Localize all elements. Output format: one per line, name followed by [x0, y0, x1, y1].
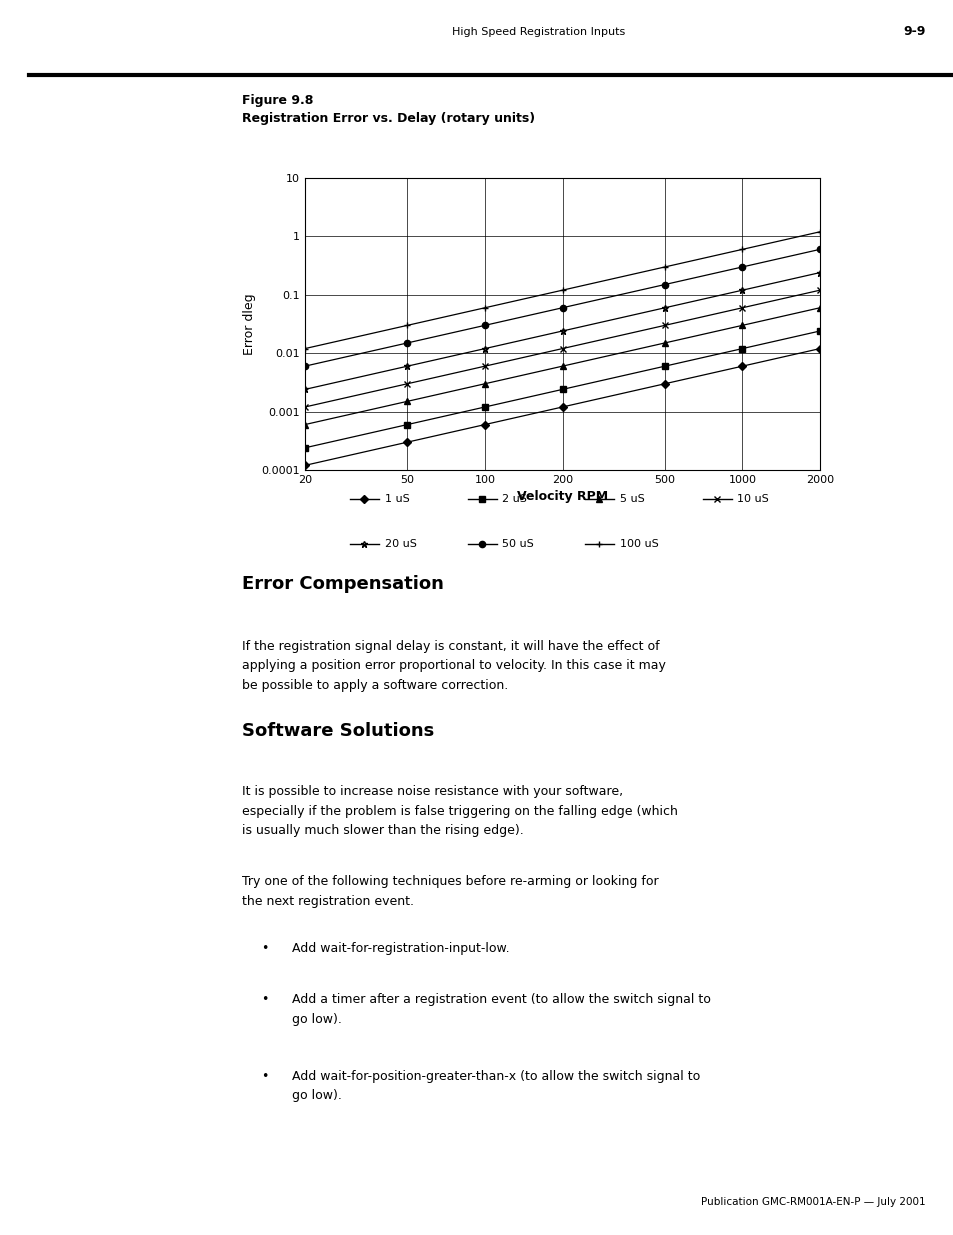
Text: Try one of the following techniques before re-arming or looking for
the next reg: Try one of the following techniques befo… — [242, 876, 659, 908]
Text: It is possible to increase noise resistance with your software,
especially if th: It is possible to increase noise resista… — [242, 785, 678, 837]
Text: •: • — [261, 942, 269, 955]
Text: Add wait-for-registration-input-low.: Add wait-for-registration-input-low. — [292, 942, 509, 955]
X-axis label: Velocity RPM: Velocity RPM — [517, 490, 607, 504]
Text: 50 uS: 50 uS — [501, 538, 534, 548]
Text: Add a timer after a registration event (to allow the switch signal to
go low).: Add a timer after a registration event (… — [292, 993, 710, 1025]
Text: 5 uS: 5 uS — [619, 494, 644, 504]
Text: Publication GMC-RM001A-EN-P — July 2001: Publication GMC-RM001A-EN-P — July 2001 — [700, 1197, 924, 1207]
Text: High Speed Registration Inputs: High Speed Registration Inputs — [452, 27, 625, 37]
Text: 100 uS: 100 uS — [619, 538, 658, 548]
Text: Registration Error vs. Delay (rotary units): Registration Error vs. Delay (rotary uni… — [242, 112, 535, 125]
Text: 20 uS: 20 uS — [384, 538, 416, 548]
Text: •: • — [261, 1070, 269, 1083]
Text: 10 uS: 10 uS — [737, 494, 768, 504]
Text: Add wait-for-position-greater-than-x (to allow the switch signal to
go low).: Add wait-for-position-greater-than-x (to… — [292, 1070, 700, 1103]
Text: 9-9: 9-9 — [902, 26, 924, 38]
Text: Figure 9.8: Figure 9.8 — [242, 94, 314, 107]
Text: 1 uS: 1 uS — [384, 494, 409, 504]
Text: Software Solutions: Software Solutions — [242, 722, 435, 740]
Y-axis label: Error dleg: Error dleg — [243, 293, 255, 354]
Text: •: • — [261, 993, 269, 1007]
Text: If the registration signal delay is constant, it will have the effect of
applyin: If the registration signal delay is cons… — [242, 640, 665, 692]
Text: 2 uS: 2 uS — [501, 494, 527, 504]
Text: Error Compensation: Error Compensation — [242, 576, 444, 593]
